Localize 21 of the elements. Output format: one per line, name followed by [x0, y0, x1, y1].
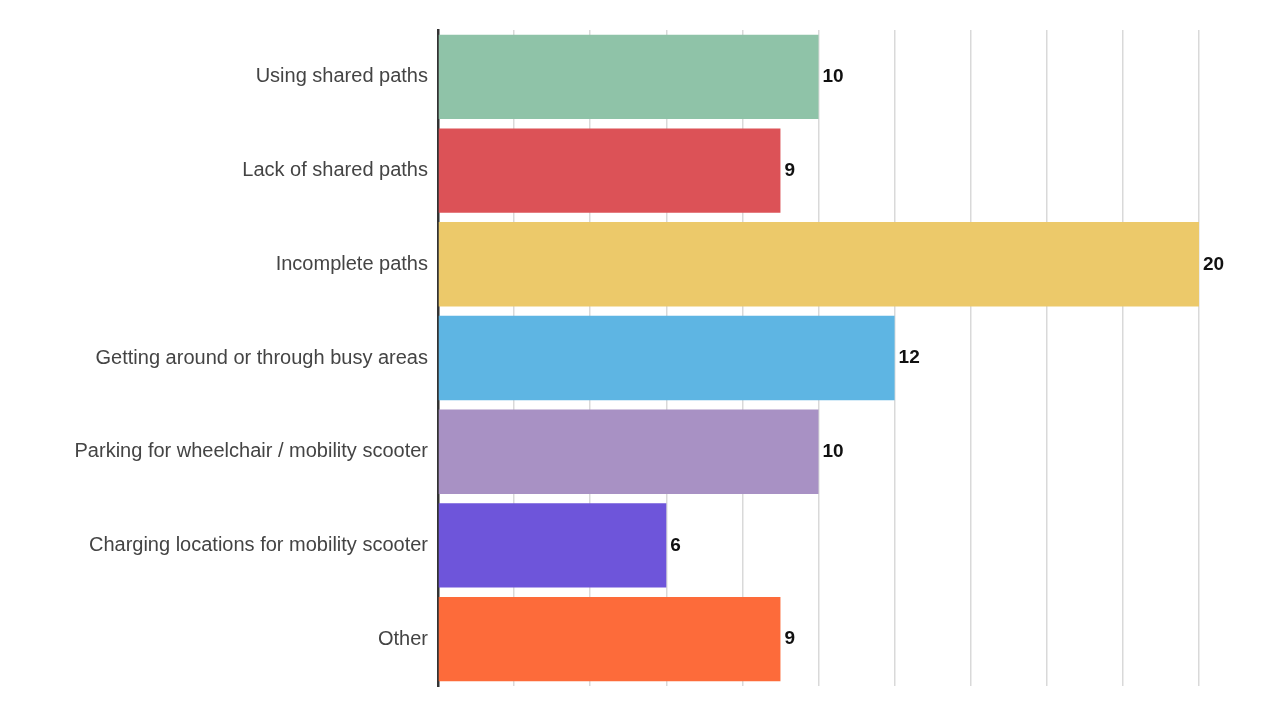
bar [438, 315, 895, 401]
y-tick-label: Lack of shared paths [242, 158, 428, 181]
data-label: 12 [898, 346, 920, 368]
bar [438, 409, 819, 494]
data-label: 9 [784, 627, 796, 649]
data-label: 6 [670, 533, 681, 555]
bar [438, 34, 819, 120]
y-tick-label: Parking for wheelchair / mobility scooter [74, 439, 429, 462]
y-tick-label: Incomplete paths [275, 251, 428, 274]
bar [438, 503, 667, 588]
bar [438, 222, 1199, 307]
y-tick-label: Other [377, 626, 429, 649]
y-tick-label: Charging locations for mobility scooter [88, 532, 429, 555]
data-label: 10 [822, 65, 844, 87]
data-label: 10 [822, 439, 844, 461]
bar [438, 128, 781, 213]
y-tick-label: Using shared paths [255, 64, 428, 87]
data-label: 20 [1203, 252, 1225, 274]
y-tick-label: Getting around or through busy areas [95, 345, 428, 368]
bar [438, 596, 781, 682]
data-label: 9 [784, 158, 796, 180]
